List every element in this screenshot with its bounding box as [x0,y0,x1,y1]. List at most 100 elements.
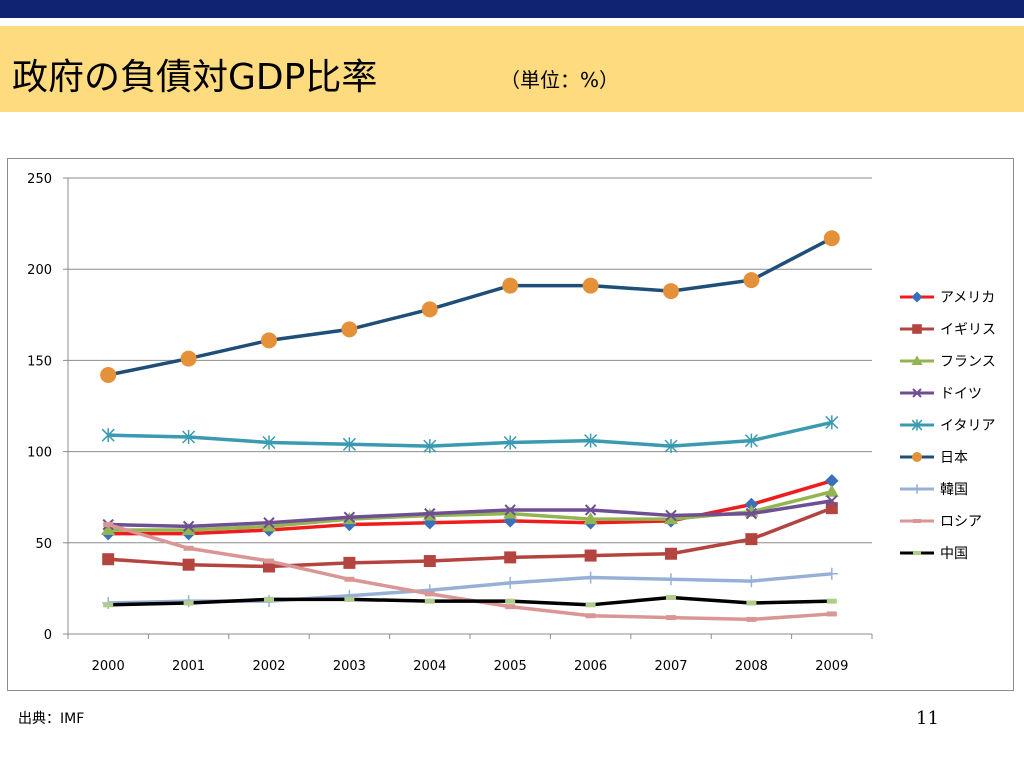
data-point-2-6 [583,512,598,525]
legend-marker-6 [912,484,922,494]
x-tick-label: 2001 [172,659,205,674]
data-point-5-7 [663,283,679,300]
legend-marker-2 [911,355,923,365]
data-point-5-1 [180,350,197,367]
series-line-3 [108,499,833,529]
data-point-5-6 [582,277,599,294]
data-point-3-2 [263,517,275,529]
data-point-8-3 [344,596,355,602]
data-point-2-1 [181,523,196,536]
data-point-3-1 [182,520,195,533]
series-line-1 [108,506,833,569]
data-point-8-2 [264,596,274,602]
data-point-2-5 [503,506,518,519]
data-point-8-4 [424,598,435,604]
data-point-8-8 [746,600,757,606]
x-tick-label: 2003 [333,659,366,674]
series-line-0 [108,479,833,536]
legend-label-0: アメリカ [940,290,995,306]
data-point-4-7 [664,439,678,454]
data-point-4-2 [262,435,276,450]
data-point-2-7 [664,512,678,525]
x-tick-label: 2005 [494,659,527,674]
y-tick-label: 0 [44,628,52,643]
legend-label-1: イギリス [940,322,996,338]
data-point-8-0 [103,602,114,608]
x-tick-label: 2002 [252,659,285,674]
data-point-2-9 [824,484,839,497]
x-tick-label: 2000 [92,659,125,674]
data-point-3-8 [745,507,758,520]
data-point-3-3 [343,511,356,523]
data-point-7-3 [344,576,355,582]
data-point-6-8 [745,575,758,588]
y-tick-label: 250 [27,172,52,187]
legend-marker-7 [913,519,921,523]
data-point-4-4 [423,439,437,454]
data-point-4-8 [744,433,758,448]
data-point-5-8 [743,272,760,289]
data-point-1-4 [423,555,436,568]
source-note: 出典：IMF [18,711,85,727]
series-line-8 [108,595,832,607]
data-point-6-6 [584,571,597,584]
legend-label-5: 日本 [940,450,968,466]
data-point-7-9 [826,611,837,617]
legend-marker-1 [912,324,922,334]
data-point-4-9 [825,415,839,430]
data-point-8-7 [666,595,676,601]
x-tick-label: 2004 [413,659,446,674]
data-point-1-6 [584,549,597,562]
data-point-2-2 [262,519,276,532]
data-point-6-7 [665,573,677,586]
data-point-3-7 [665,509,677,522]
series-line-7 [107,522,832,622]
data-point-8-5 [505,598,516,604]
data-point-7-7 [666,615,676,621]
data-point-7-2 [264,558,274,564]
legend-label-7: ロシア [940,514,982,530]
data-point-7-8 [746,616,757,622]
legend-label-4: イタリア [940,418,995,434]
legend-label-2: フランス [940,354,996,370]
legend-label-6: 韓国 [940,482,968,498]
legend-label-3: ドイツ [940,386,982,402]
data-point-3-4 [424,507,436,520]
legend-label-8: 中国 [940,546,968,562]
series-line-5 [107,236,833,377]
data-point-4-0 [101,428,115,443]
data-point-1-5 [504,551,517,564]
data-point-5-9 [823,230,840,247]
data-point-2-0 [101,523,116,536]
data-point-3-6 [584,504,597,516]
data-point-3-5 [504,504,516,516]
y-tick-label: 100 [27,446,52,461]
data-point-5-3 [341,321,358,338]
data-point-4-5 [503,435,517,450]
title-band [0,26,1024,112]
y-tick-label: 50 [35,537,52,552]
data-point-4-3 [342,437,356,452]
data-point-5-2 [261,332,277,349]
data-point-7-0 [103,522,114,528]
legend-marker-0 [911,291,923,303]
x-tick-label: 2007 [654,659,687,674]
top-accent-bar [0,0,1024,18]
data-point-1-1 [182,558,195,571]
data-point-7-4 [424,591,435,597]
data-point-5-5 [502,277,519,294]
top-accent-divider [0,18,1024,21]
data-point-8-6 [585,602,596,608]
x-tick-label: 2009 [815,659,848,674]
legend-marker-5 [912,452,922,462]
data-point-3-9 [826,495,838,507]
x-tick-label: 2006 [574,659,607,674]
legend-marker-3 [912,388,922,398]
page-number: 11 [916,708,939,729]
data-point-7-1 [183,545,194,551]
data-point-1-3 [343,556,356,569]
legend-marker-8 [913,551,921,555]
data-point-6-5 [504,576,517,589]
data-point-4-6 [584,433,598,448]
